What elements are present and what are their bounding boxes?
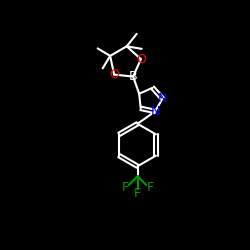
- Text: B: B: [129, 70, 138, 83]
- Text: F: F: [122, 181, 128, 194]
- Text: F: F: [134, 187, 141, 200]
- Text: N: N: [150, 105, 160, 118]
- Text: O: O: [109, 68, 119, 81]
- Text: N: N: [158, 92, 167, 105]
- Text: O: O: [136, 52, 146, 66]
- Text: F: F: [146, 181, 154, 194]
